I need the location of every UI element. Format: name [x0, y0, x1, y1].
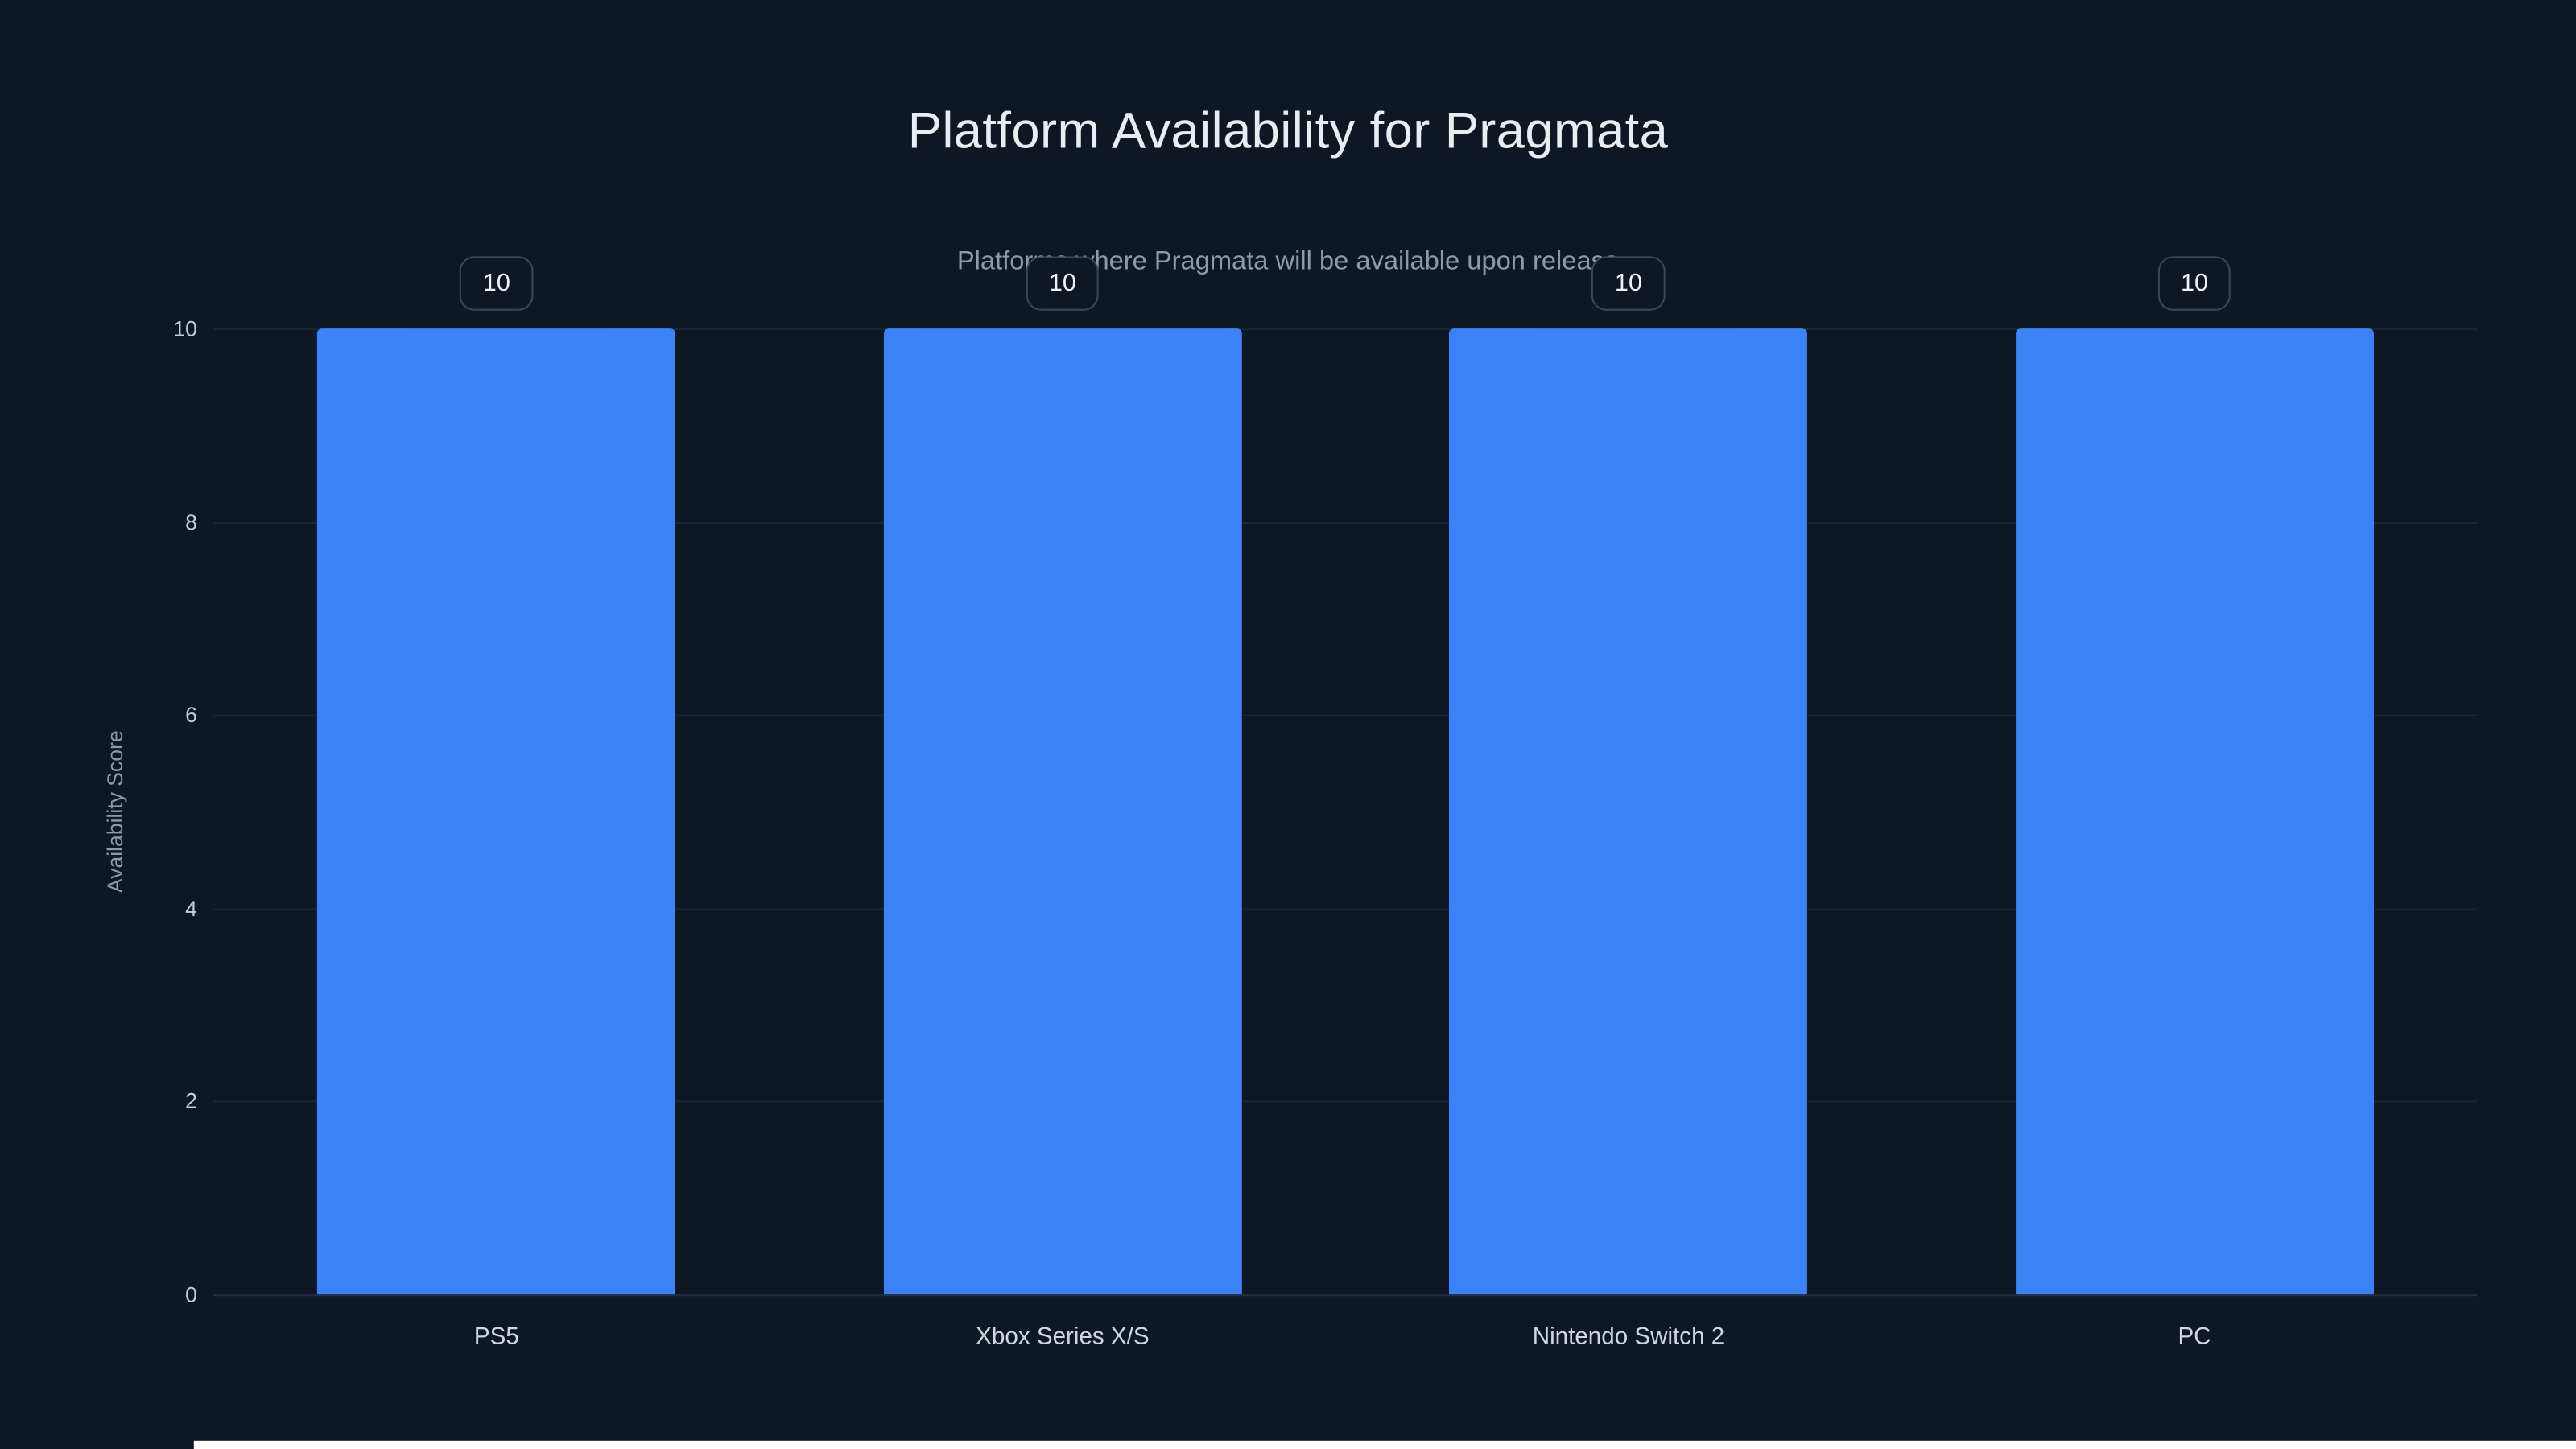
y-tick-label: 8: [185, 509, 197, 535]
plot-area: 10 10 10 10: [213, 256, 2478, 1297]
bar-group: 10: [883, 256, 1242, 1295]
x-axis-label: Nintendo Switch 2: [1532, 1323, 1725, 1351]
gridline: [213, 328, 2478, 331]
bar-value-badge: 10: [1591, 256, 1666, 311]
x-axis-label: Xbox Series X/S: [976, 1323, 1150, 1351]
bar-value-badge: 10: [2157, 256, 2231, 311]
gridline: [213, 908, 2478, 910]
bar-value-badge: 10: [1026, 256, 1100, 311]
y-tick-label: 6: [185, 702, 197, 728]
bar-group: 10: [2015, 256, 2374, 1295]
x-axis-labels: PS5 Xbox Series X/S Nintendo Switch 2 PC: [213, 1324, 2477, 1364]
y-tick-label: 2: [185, 1088, 197, 1114]
bar[interactable]: [1449, 328, 1808, 1295]
bar-group: 10: [1449, 256, 1808, 1295]
bar[interactable]: [2015, 328, 2374, 1295]
x-axis-label: PS5: [473, 1323, 519, 1351]
y-axis-ticks: 0 2 4 6 8 10: [0, 316, 197, 1307]
horizontal-scrollbar[interactable]: [193, 1440, 2576, 1449]
gridline: [213, 1294, 2478, 1297]
gridline: [213, 715, 2478, 717]
bar-group: 10: [317, 256, 676, 1295]
gridline: [213, 1101, 2478, 1104]
chart-title: Platform Availability for Pragmata: [907, 101, 1669, 159]
bar[interactable]: [883, 328, 1242, 1295]
gridline: [213, 522, 2478, 524]
bar-value-badge: 10: [460, 256, 534, 311]
y-tick-label: 0: [185, 1282, 197, 1307]
y-tick-label: 10: [173, 316, 197, 341]
x-axis-label: PC: [2178, 1323, 2211, 1351]
bar[interactable]: [317, 328, 676, 1295]
y-tick-label: 4: [185, 895, 197, 921]
